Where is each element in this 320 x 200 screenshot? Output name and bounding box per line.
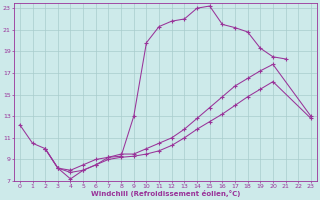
X-axis label: Windchill (Refroidissement éolien,°C): Windchill (Refroidissement éolien,°C) <box>91 190 240 197</box>
